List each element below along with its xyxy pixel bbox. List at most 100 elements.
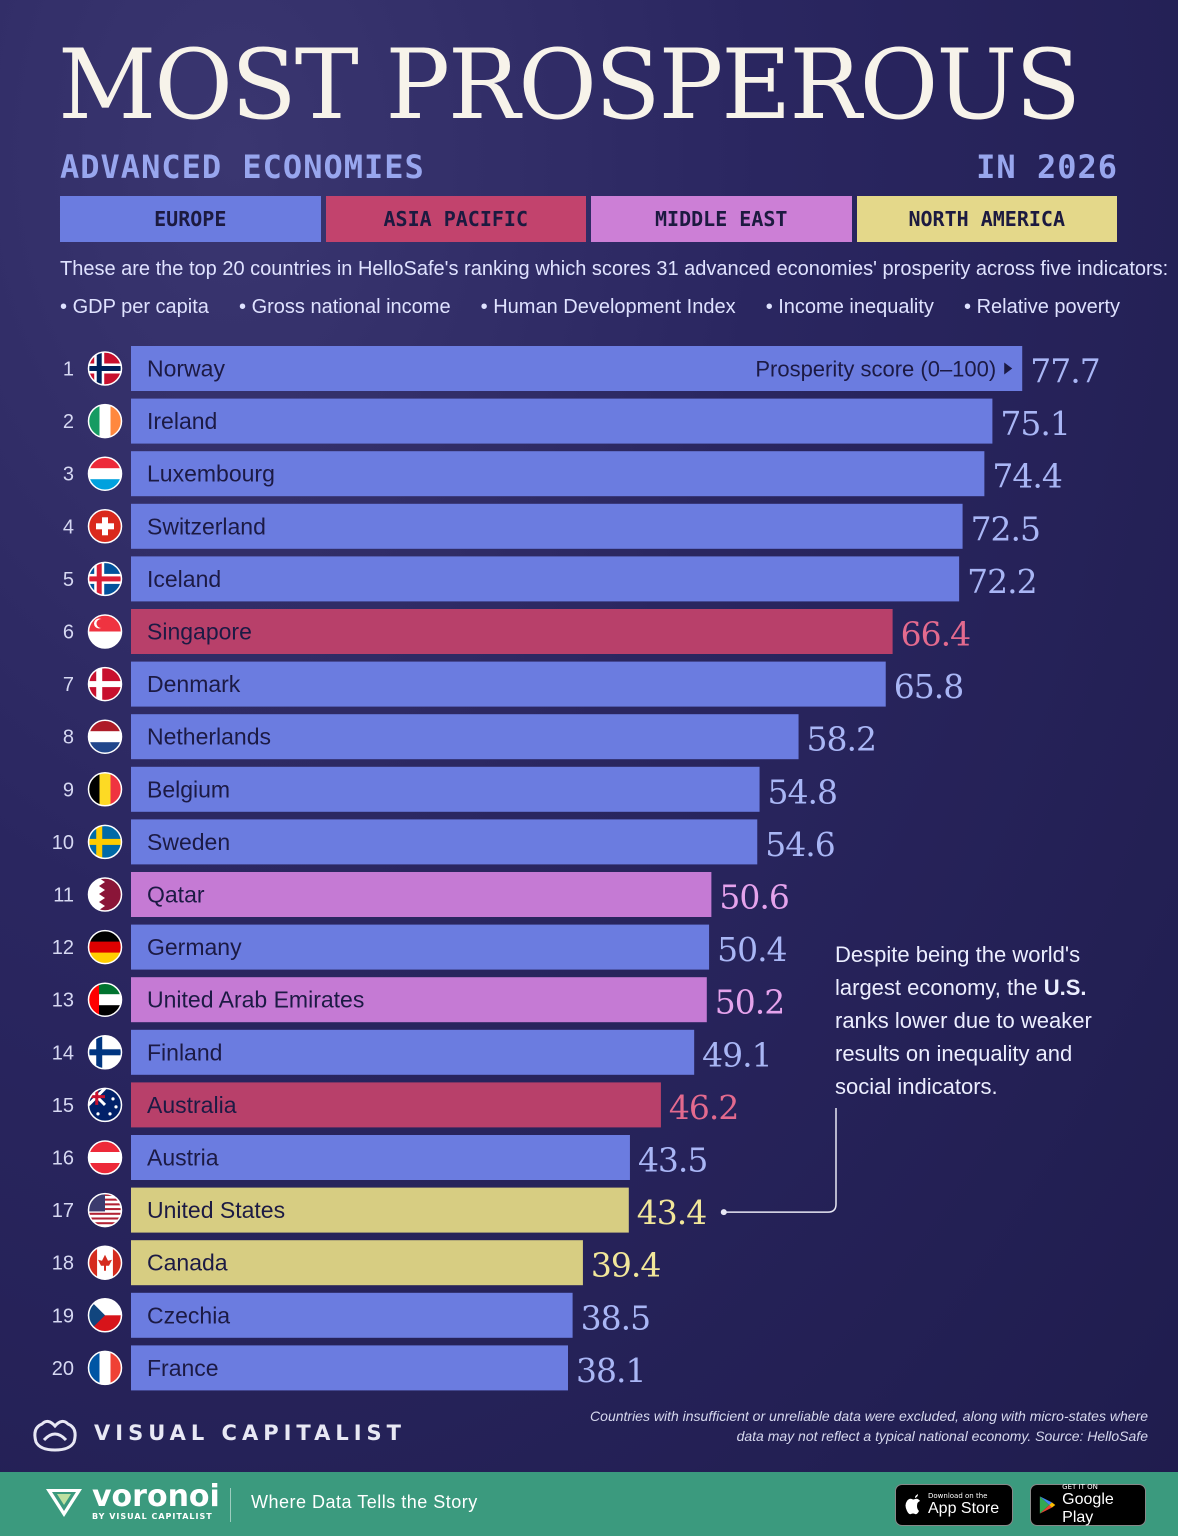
country-label: Belgium (147, 776, 230, 802)
indicator-item: Gross national income (239, 296, 451, 319)
voronoi-logo-icon (46, 1488, 82, 1517)
value-label: 58.2 (807, 720, 876, 759)
rank-label: 4 (63, 516, 74, 538)
footer-bar: voronoi BY VISUAL CAPITALIST Where Data … (0, 1472, 1178, 1536)
arrow-right-icon (1004, 362, 1013, 375)
legend-europe: EUROPE (60, 196, 321, 242)
legend-north-america: NORTH AMERICA (856, 196, 1117, 242)
bar-belgium (131, 766, 760, 812)
bar-netherlands (131, 714, 799, 760)
country-label: Denmark (147, 671, 241, 697)
value-label: 39.4 (591, 1246, 660, 1285)
flag-nordic-red-icon (87, 351, 123, 386)
flag-finland-icon (87, 1035, 123, 1070)
bar-austria (131, 1135, 630, 1180)
footer-divider (230, 1488, 231, 1522)
country-label: Australia (147, 1092, 237, 1118)
country-label: Switzerland (147, 513, 266, 539)
value-label: 38.1 (576, 1351, 645, 1390)
visual-capitalist-brand: VISUAL CAPITALIST (30, 1414, 406, 1452)
value-label: 46.2 (669, 1088, 738, 1127)
page-title: MOST PROSPEROUS (58, 29, 1081, 141)
app-store-button[interactable]: Download on the App Store (895, 1484, 1013, 1526)
rank-label: 18 (52, 1253, 74, 1275)
country-label: Finland (147, 1039, 222, 1065)
rank-label: 1 (63, 359, 74, 381)
country-label: United Arab Emirates (147, 987, 364, 1013)
legend-label: MIDDLE EAST (655, 207, 788, 231)
flag-ireland-icon (87, 403, 123, 439)
flag-canada-icon (87, 1245, 123, 1280)
rank-label: 15 (52, 1095, 74, 1117)
value-label: 50.6 (719, 878, 788, 917)
bar-switzerland (131, 503, 963, 549)
country-label: Germany (147, 934, 242, 960)
value-label: 75.1 (1000, 404, 1069, 443)
bar-germany (131, 924, 710, 970)
flag-belgium-icon (87, 772, 123, 807)
year-label: IN 2026 (976, 148, 1118, 186)
flag-germany-icon (87, 929, 123, 965)
value-label: 43.5 (638, 1141, 707, 1180)
us-annotation: Despite being the world's largest econom… (835, 938, 1105, 1103)
google-play-big: Google Play (1062, 1491, 1114, 1526)
flag-denmark-icon (87, 666, 123, 702)
bar-united-arab-emirates (131, 977, 707, 1023)
flag-france-icon (87, 1350, 123, 1386)
bar-iceland (131, 556, 960, 602)
flag-australia-icon (87, 1087, 123, 1123)
rank-label: 9 (63, 779, 74, 801)
value-label: 72.5 (971, 509, 1040, 548)
value-label: 66.4 (901, 615, 970, 654)
bar-france (131, 1345, 569, 1391)
value-label: 50.4 (717, 930, 786, 969)
note-text-end: ranks lower due to weaker results on ine… (835, 1008, 1092, 1099)
value-label: 50.2 (715, 983, 784, 1022)
page-subtitle: ADVANCED ECONOMIES (60, 148, 425, 186)
value-label: 72.2 (967, 562, 1036, 601)
rank-label: 11 (53, 885, 74, 907)
bar-denmark (131, 661, 886, 707)
rank-label: 2 (63, 411, 74, 433)
value-label: 77.7 (1030, 352, 1099, 391)
flag-austria-icon (87, 1140, 123, 1175)
prosperity-bar-chart: 1 Norway 77.7 Prosperity score (0–100) 2 Irel… (52, 346, 1101, 1391)
flag-qatar-icon (87, 877, 123, 912)
value-label: 65.8 (894, 667, 963, 706)
intro-text: These are the top 20 countries in HelloS… (60, 258, 1169, 280)
value-label: 54.6 (765, 825, 834, 864)
flag-nordic-blue-icon (87, 561, 123, 597)
rank-label: 5 (63, 569, 74, 591)
indicator-item: GDP per capita (60, 296, 209, 319)
apple-icon (905, 1494, 920, 1515)
tagline: Where Data Tells the Story (251, 1492, 478, 1512)
rank-label: 8 (63, 727, 74, 749)
rank-label: 12 (52, 937, 74, 959)
bar-finland (131, 1029, 695, 1075)
score-axis-label: Prosperity score (0–100) (755, 357, 996, 382)
voronoi-brand[interactable]: voronoi BY VISUAL CAPITALIST (44, 1482, 220, 1521)
note-bold: U.S. (1043, 975, 1087, 1000)
legend-label: NORTH AMERICA (908, 207, 1066, 231)
google-play-icon (1039, 1496, 1056, 1514)
bar-ireland (131, 398, 993, 444)
bar-norway (131, 346, 1023, 391)
flag-netherlands-icon (87, 719, 123, 754)
bar-united-states (131, 1187, 629, 1233)
source-footnote: Countries with insufficient or unreliabl… (590, 1408, 1148, 1444)
flag-uae-icon (87, 982, 123, 1017)
voronoi-name: voronoi (92, 1479, 220, 1514)
google-play-button[interactable]: GET IT ON Google Play (1030, 1483, 1146, 1526)
bar-canada (131, 1240, 583, 1286)
bar-sweden (131, 819, 758, 865)
country-label: Norway (147, 356, 225, 382)
rank-label: 16 (52, 1148, 74, 1170)
country-label: Iceland (147, 566, 221, 592)
app-store-big: App Store (928, 1500, 1000, 1517)
flag-usa-icon (87, 1192, 123, 1228)
note-text: Despite being the world's largest econom… (835, 942, 1081, 1000)
bar-luxembourg (131, 451, 985, 497)
country-label: Czechia (147, 1302, 230, 1328)
country-label: Sweden (147, 829, 230, 855)
country-label: France (147, 1355, 219, 1381)
